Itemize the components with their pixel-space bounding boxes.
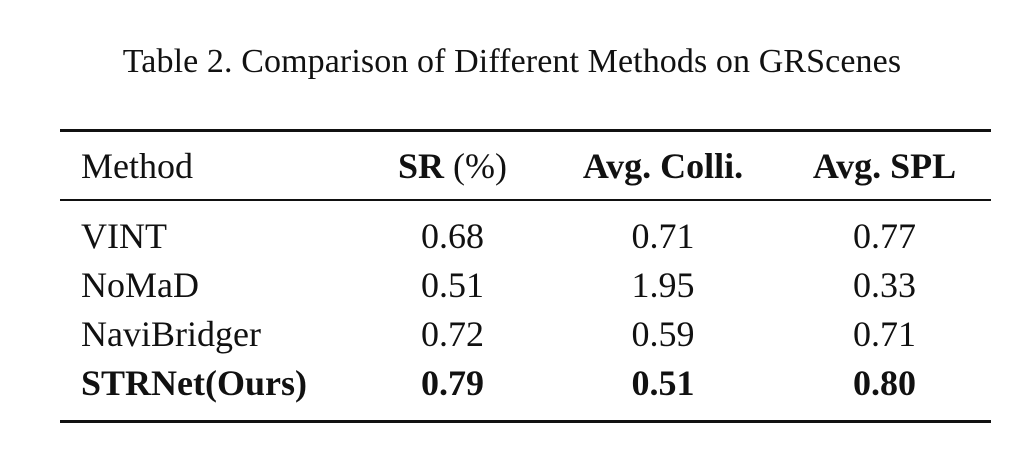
table-row-ours: STRNet(Ours) 0.79 0.51 0.80 (60, 359, 991, 407)
cell-sr: 0.72 (421, 314, 484, 354)
cell-method: VINT (81, 216, 167, 256)
cell-avg-colli: 0.71 (631, 216, 695, 256)
table-caption: Table 2. Comparison of Different Methods… (122, 43, 902, 80)
table-row: VINT 0.68 0.71 0.77 (60, 212, 991, 260)
header-avg-spl: Avg. SPL (812, 146, 957, 186)
header-sr-unit: (%) (453, 146, 507, 186)
cell-sr: 0.51 (421, 265, 484, 305)
header-sr: SR (%) (360, 142, 545, 190)
table-bottom-rule (60, 420, 991, 423)
cell-avg-spl: 0.33 (853, 265, 916, 305)
header-method: Method (81, 146, 193, 186)
cell-avg-spl: 0.77 (853, 216, 916, 256)
cell-method: NoMaD (81, 265, 199, 305)
cell-avg-colli: 0.59 (631, 314, 695, 354)
table-row: NaviBridger 0.72 0.59 0.71 (60, 310, 991, 358)
cell-sr: 0.68 (421, 216, 484, 256)
cell-avg-colli: 0.51 (631, 363, 695, 403)
table-top-rule (60, 129, 991, 132)
table-header-row: Method SR (%) Avg. Colli. Avg. SPL (60, 142, 991, 190)
cell-avg-colli: 1.95 (631, 265, 695, 305)
header-sr-label: SR (398, 146, 445, 186)
table-header-rule (60, 199, 991, 201)
table-row: NoMaD 0.51 1.95 0.33 (60, 261, 991, 309)
cell-avg-spl: 0.80 (853, 363, 916, 403)
cell-method: NaviBridger (81, 314, 261, 354)
header-avg-colli: Avg. Colli. (582, 146, 744, 186)
cell-avg-spl: 0.71 (853, 314, 916, 354)
cell-sr: 0.79 (421, 363, 484, 403)
cell-method: STRNet(Ours) (81, 363, 307, 403)
